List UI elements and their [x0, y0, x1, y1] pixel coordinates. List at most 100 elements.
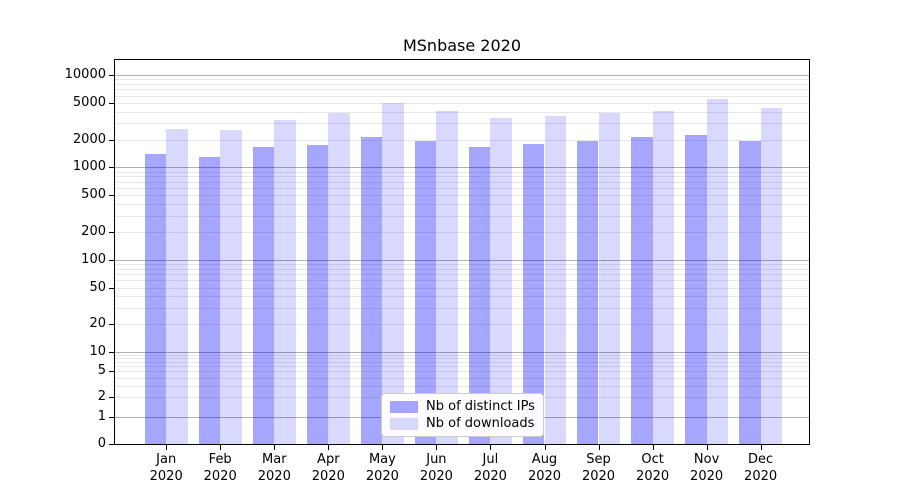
- bar-downloads-oct: [652, 111, 675, 444]
- x-tick-mark: [652, 445, 654, 450]
- gridline-minor: [115, 123, 809, 125]
- gridline-minor: [115, 280, 809, 282]
- y-tick-mark: [109, 371, 114, 373]
- gridline-minor: [115, 187, 809, 189]
- bar-distinct-ips-nov: [685, 134, 707, 444]
- y-tick-label: 500: [81, 187, 106, 203]
- bar-distinct-ips-oct: [631, 136, 653, 444]
- x-tick-label: Sep 2020: [581, 452, 616, 484]
- x-tick-mark: [706, 445, 708, 450]
- gridline-minor: [115, 204, 809, 206]
- gridline-minor: [115, 263, 809, 265]
- gridline-major: [115, 167, 809, 169]
- gridline-minor: [115, 139, 809, 141]
- x-tick-label: Jul 2020: [473, 452, 507, 484]
- legend-item-downloads: Nb of downloads: [390, 415, 535, 432]
- y-tick-label: 200: [81, 223, 106, 239]
- bar-downloads-aug: [544, 116, 567, 444]
- bar-downloads-nov: [706, 99, 729, 444]
- legend-label: Nb of downloads: [426, 416, 535, 431]
- gridline-minor: [115, 296, 809, 298]
- plot-area: [114, 59, 810, 445]
- y-tick-mark: [109, 444, 114, 445]
- bar-distinct-ips-may: [360, 136, 383, 444]
- gridline-minor: [115, 355, 809, 356]
- y-tick-mark: [109, 139, 114, 141]
- x-tick-mark: [274, 445, 276, 450]
- bar-downloads-jan: [166, 129, 188, 444]
- gridline-minor: [115, 371, 809, 373]
- gridline-minor: [115, 358, 809, 360]
- x-tick-mark: [760, 445, 762, 450]
- x-tick-mark: [220, 445, 222, 450]
- y-tick-mark: [109, 324, 114, 326]
- x-tick-mark: [166, 445, 168, 450]
- legend-label: Nb of distinct IPs: [426, 399, 535, 414]
- y-tick-mark: [109, 75, 114, 77]
- bar-distinct-ips-apr: [306, 145, 329, 444]
- y-tick-mark: [109, 416, 114, 418]
- y-tick-label: 5: [97, 363, 106, 379]
- bar-distinct-ips-sep: [576, 140, 599, 444]
- bar-distinct-ips-mar: [252, 147, 275, 444]
- gridline-minor: [115, 111, 809, 113]
- legend: Nb of distinct IPs Nb of downloads: [381, 393, 544, 437]
- x-tick-label: Feb 2020: [203, 452, 237, 484]
- x-tick-label: May 2020: [365, 452, 399, 484]
- gridline-minor: [115, 377, 809, 379]
- x-tick-mark: [598, 445, 600, 450]
- gridline-minor: [115, 268, 809, 270]
- bar-distinct-ips-dec: [739, 140, 761, 444]
- gridline-minor: [115, 181, 809, 183]
- y-tick-mark: [109, 102, 114, 104]
- y-tick-label: 1000: [72, 159, 106, 175]
- gridline-minor: [115, 95, 809, 97]
- y-tick-mark: [109, 231, 114, 233]
- y-tick-label: 10000: [64, 67, 106, 83]
- gridline-minor: [115, 324, 809, 326]
- y-tick-mark: [109, 352, 114, 353]
- bar-downloads-jul: [490, 117, 512, 444]
- gridline-minor: [115, 385, 809, 387]
- gridline-minor: [115, 89, 809, 91]
- bar-distinct-ips-feb: [198, 156, 221, 444]
- bar-downloads-apr: [328, 113, 350, 444]
- bar-downloads-may: [382, 102, 404, 444]
- x-tick-label: Jun 2020: [419, 452, 453, 484]
- bar-downloads-mar: [274, 120, 296, 444]
- chart-title: MSnbase 2020: [402, 36, 522, 55]
- y-tick-label: 2: [97, 389, 106, 405]
- bar-downloads-dec: [760, 108, 783, 444]
- y-tick-mark: [109, 397, 114, 399]
- x-tick-mark: [490, 445, 492, 450]
- x-tick-label: Mar 2020: [257, 452, 291, 484]
- x-tick-label: Aug 2020: [527, 452, 562, 484]
- gridline-minor: [115, 79, 809, 81]
- bar-distinct-ips-aug: [522, 143, 545, 444]
- bar-downloads-sep: [598, 113, 621, 444]
- x-tick-mark: [382, 445, 384, 450]
- gridline-minor: [115, 366, 809, 368]
- bar-distinct-ips-jan: [144, 153, 167, 444]
- legend-swatch-distinct-ips: [390, 400, 418, 413]
- x-tick-label: Apr 2020: [311, 452, 345, 484]
- bar-downloads-jun: [436, 111, 458, 444]
- gridline-minor: [115, 308, 809, 309]
- y-tick-mark: [109, 287, 114, 289]
- y-tick-mark: [109, 259, 114, 261]
- gridline-minor: [115, 84, 809, 85]
- gridline-major: [115, 259, 809, 261]
- y-tick-label: 1: [97, 408, 106, 424]
- x-tick-mark: [328, 445, 330, 450]
- y-tick-label: 100: [81, 251, 106, 267]
- y-tick-mark: [109, 167, 114, 169]
- y-tick-label: 2000: [72, 131, 106, 147]
- gridline-minor: [115, 195, 809, 197]
- y-tick-label: 20: [89, 316, 106, 332]
- x-tick-mark: [436, 445, 438, 450]
- bar-downloads-feb: [220, 129, 242, 444]
- gridline-minor: [115, 215, 809, 217]
- x-tick-label: Jan 2020: [149, 452, 183, 484]
- x-tick-label: Dec 2020: [744, 452, 778, 484]
